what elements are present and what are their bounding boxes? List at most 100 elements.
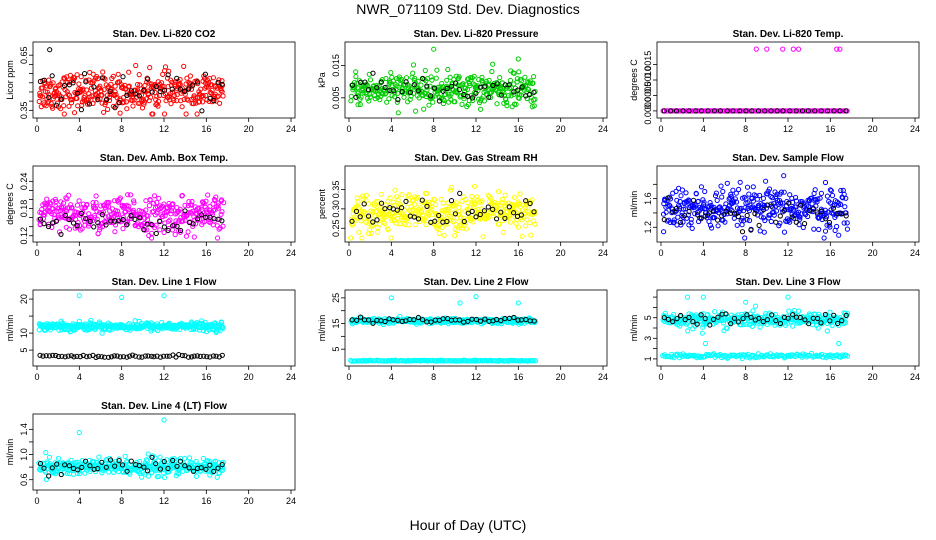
data-point: [444, 221, 450, 227]
data-point: [200, 93, 206, 99]
data-point: [481, 98, 487, 104]
data-point: [120, 214, 126, 220]
data-point: [61, 111, 67, 117]
data-point: [386, 96, 392, 102]
data-point: [39, 85, 45, 91]
data-point: [787, 108, 793, 114]
data-point: [486, 94, 492, 100]
data-point: [368, 230, 375, 236]
data-point: [407, 89, 413, 96]
data-point: [736, 186, 742, 193]
data-point: [66, 216, 72, 223]
data-point: [497, 75, 503, 81]
data-point: [388, 70, 394, 76]
data-point: [119, 294, 125, 300]
data-point: [66, 226, 73, 232]
data-point: [445, 200, 451, 206]
data-point: [750, 198, 756, 204]
data-point: [734, 222, 740, 228]
x-tick-label: 16: [825, 248, 835, 258]
data-point: [44, 83, 50, 89]
data-point: [74, 353, 80, 359]
data-point: [444, 77, 450, 83]
data-point: [837, 201, 844, 207]
x-tick-label: 0: [346, 372, 351, 382]
data-point: [399, 89, 405, 95]
data-point: [191, 234, 197, 240]
y-tick-label: 3: [643, 336, 653, 341]
data-point: [469, 193, 475, 200]
figure-title: NWR_071109 Std. Dev. Diagnostics: [356, 1, 580, 17]
data-point: [155, 103, 161, 109]
data-point: [139, 222, 146, 228]
data-point: [490, 213, 496, 219]
data-point: [53, 352, 59, 359]
data-point: [432, 85, 438, 91]
data-point: [190, 221, 196, 227]
panel-6: Stan. Dev. Sample Flow 0 4 8 12 16 20 24 1.2 1.6 m…: [629, 153, 920, 258]
y-tick-label: 0.0000: [643, 97, 653, 125]
data-point: [348, 221, 354, 227]
data-point: [713, 190, 720, 196]
data-point: [76, 429, 82, 436]
data-point: [213, 353, 219, 359]
data-point: [827, 187, 834, 193]
data-point: [61, 103, 67, 109]
x-tick-label: 24: [598, 124, 608, 134]
data-point: [730, 108, 736, 114]
data-point: [153, 230, 159, 237]
data-point: [154, 210, 160, 216]
data-point: [141, 87, 147, 93]
data-point: [131, 97, 137, 103]
data-point: [211, 98, 217, 104]
data-point: [93, 200, 99, 206]
data-point: [487, 82, 493, 88]
data-point: [73, 216, 79, 222]
data-point: [678, 193, 684, 199]
data-point: [153, 84, 159, 90]
data-point: [799, 108, 806, 114]
data-point: [817, 195, 823, 201]
data-point: [88, 317, 94, 324]
data-point: [771, 212, 777, 218]
data-point: [819, 208, 825, 214]
data-point: [673, 188, 679, 194]
data-point: [58, 96, 64, 102]
data-point: [117, 110, 123, 116]
data-point: [46, 92, 52, 98]
data-point: [133, 62, 139, 69]
data-point: [161, 293, 167, 299]
data-point: [724, 180, 730, 186]
panel-title: Stan. Dev. Li-820 Pressure: [414, 29, 539, 40]
data-point: [441, 97, 447, 104]
data-point: [441, 232, 447, 238]
series-bulk: [660, 173, 851, 241]
data-point: [809, 201, 815, 207]
data-point: [99, 212, 105, 218]
data-point: [100, 209, 107, 215]
data-point: [353, 74, 359, 80]
data-point: [58, 199, 64, 205]
x-tick-label: 24: [910, 372, 920, 382]
data-point: [481, 208, 487, 214]
data-point: [821, 235, 827, 241]
data-point: [689, 108, 695, 114]
data-point: [71, 354, 77, 360]
data-point: [46, 353, 53, 359]
data-point: [91, 213, 98, 219]
data-point: [753, 303, 759, 309]
data-point: [452, 99, 458, 105]
data-point: [421, 106, 427, 112]
data-point: [378, 79, 384, 85]
series-bulk: [36, 62, 226, 117]
data-point: [668, 108, 674, 114]
data-point: [434, 67, 440, 73]
data-point: [200, 99, 206, 105]
x-tick-label: 12: [159, 248, 169, 258]
data-point: [145, 76, 151, 82]
data-point: [693, 202, 699, 208]
data-point: [461, 218, 467, 225]
data-point: [397, 77, 403, 83]
data-point: [796, 222, 802, 228]
panel-4: Stan. Dev. Amb. Box Temp. 0 4 8 12 16 20 24 0.12…: [5, 153, 296, 258]
